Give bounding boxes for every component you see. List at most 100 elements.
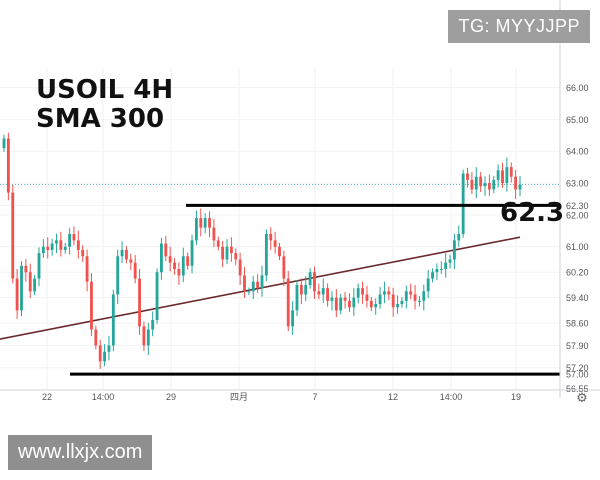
- candle: [6, 132, 10, 201]
- candle: [111, 289, 115, 352]
- candle: [177, 262, 181, 285]
- chart-grid: [0, 68, 560, 390]
- candle-body: [85, 256, 89, 282]
- candle: [33, 274, 37, 296]
- candle-body: [120, 249, 124, 257]
- candle-body: [369, 300, 373, 308]
- candle: [418, 296, 421, 307]
- candle-body: [501, 170, 504, 184]
- candle-body: [247, 291, 251, 293]
- candle-body: [125, 249, 128, 260]
- candle: [505, 157, 509, 192]
- candle-body: [225, 246, 229, 260]
- candle: [365, 285, 369, 308]
- candle: [479, 171, 483, 192]
- candle: [374, 298, 378, 315]
- candle-body: [63, 246, 67, 250]
- candle: [295, 280, 299, 317]
- candle-body: [24, 265, 28, 273]
- candle: [383, 281, 386, 304]
- candle-body: [509, 167, 513, 177]
- candle-body: [483, 183, 487, 187]
- candle: [15, 269, 19, 320]
- candle: [28, 263, 32, 298]
- candle-body: [308, 272, 312, 285]
- candle-body: [361, 288, 364, 295]
- candle-body: [470, 179, 474, 190]
- price-tick-label: 57.00: [566, 370, 589, 380]
- candle: [444, 253, 448, 278]
- candle: [269, 227, 273, 250]
- candle-body: [50, 243, 54, 250]
- candle: [203, 213, 207, 234]
- candle-body: [383, 291, 386, 295]
- candle: [199, 208, 203, 237]
- candle: [212, 219, 216, 248]
- candle: [221, 241, 225, 268]
- candle-body: [334, 297, 338, 311]
- price-tick-label: 58.60: [566, 319, 589, 329]
- candle-body: [260, 275, 264, 289]
- level-callout: 62.3: [500, 198, 565, 228]
- candle: [85, 249, 89, 292]
- candle-body: [68, 234, 72, 247]
- candle: [492, 176, 496, 194]
- candle: [378, 286, 382, 309]
- candle: [361, 281, 364, 305]
- candle-body: [164, 243, 168, 257]
- candle: [50, 238, 54, 256]
- candle-body: [431, 272, 434, 279]
- candle: [352, 288, 356, 316]
- candle: [229, 237, 233, 262]
- candle: [435, 263, 439, 280]
- candle: [225, 239, 229, 265]
- candle-body: [404, 291, 408, 301]
- candle-body: [46, 246, 50, 250]
- candle: [343, 291, 347, 309]
- sma-layer: [0, 236, 521, 340]
- candle-body: [487, 183, 491, 190]
- candle-body: [199, 218, 203, 228]
- candle: [37, 247, 41, 287]
- candle-body: [229, 246, 233, 254]
- watermark-telegram: TG: MYYJJPP: [448, 10, 590, 43]
- candle: [125, 246, 128, 264]
- candle-body: [264, 234, 268, 276]
- candle-body: [133, 262, 137, 279]
- candle: [518, 176, 522, 197]
- candle: [470, 172, 474, 195]
- candle: [94, 325, 98, 350]
- candle-body: [160, 243, 163, 273]
- price-tick-label: 64.00: [566, 147, 589, 157]
- candle: [466, 167, 469, 188]
- candle-body: [203, 218, 207, 228]
- candle-body: [295, 284, 299, 311]
- candle-body: [326, 288, 330, 301]
- candle-body: [98, 345, 102, 362]
- candle: [168, 246, 172, 272]
- candle-body: [474, 176, 478, 190]
- candle-body: [356, 288, 360, 298]
- candle: [81, 245, 85, 263]
- candle: [116, 249, 120, 305]
- gear-icon: ⚙: [576, 391, 588, 406]
- candle: [20, 261, 23, 317]
- candle: [194, 210, 198, 246]
- chart-subtitle: SMA 300: [36, 104, 165, 134]
- candle-body: [291, 310, 295, 327]
- candle-body: [492, 179, 496, 190]
- candle: [120, 241, 124, 263]
- candle-body: [496, 170, 500, 180]
- candle: [129, 253, 133, 271]
- candle-body: [33, 278, 37, 292]
- candle: [439, 261, 443, 274]
- candle-body: [409, 291, 413, 295]
- candle: [291, 300, 295, 335]
- candle-body: [37, 253, 41, 279]
- candle-body: [103, 351, 106, 362]
- candle: [103, 344, 106, 367]
- candle-body: [413, 294, 417, 301]
- sma-300-line: [0, 236, 521, 340]
- candle: [146, 322, 150, 355]
